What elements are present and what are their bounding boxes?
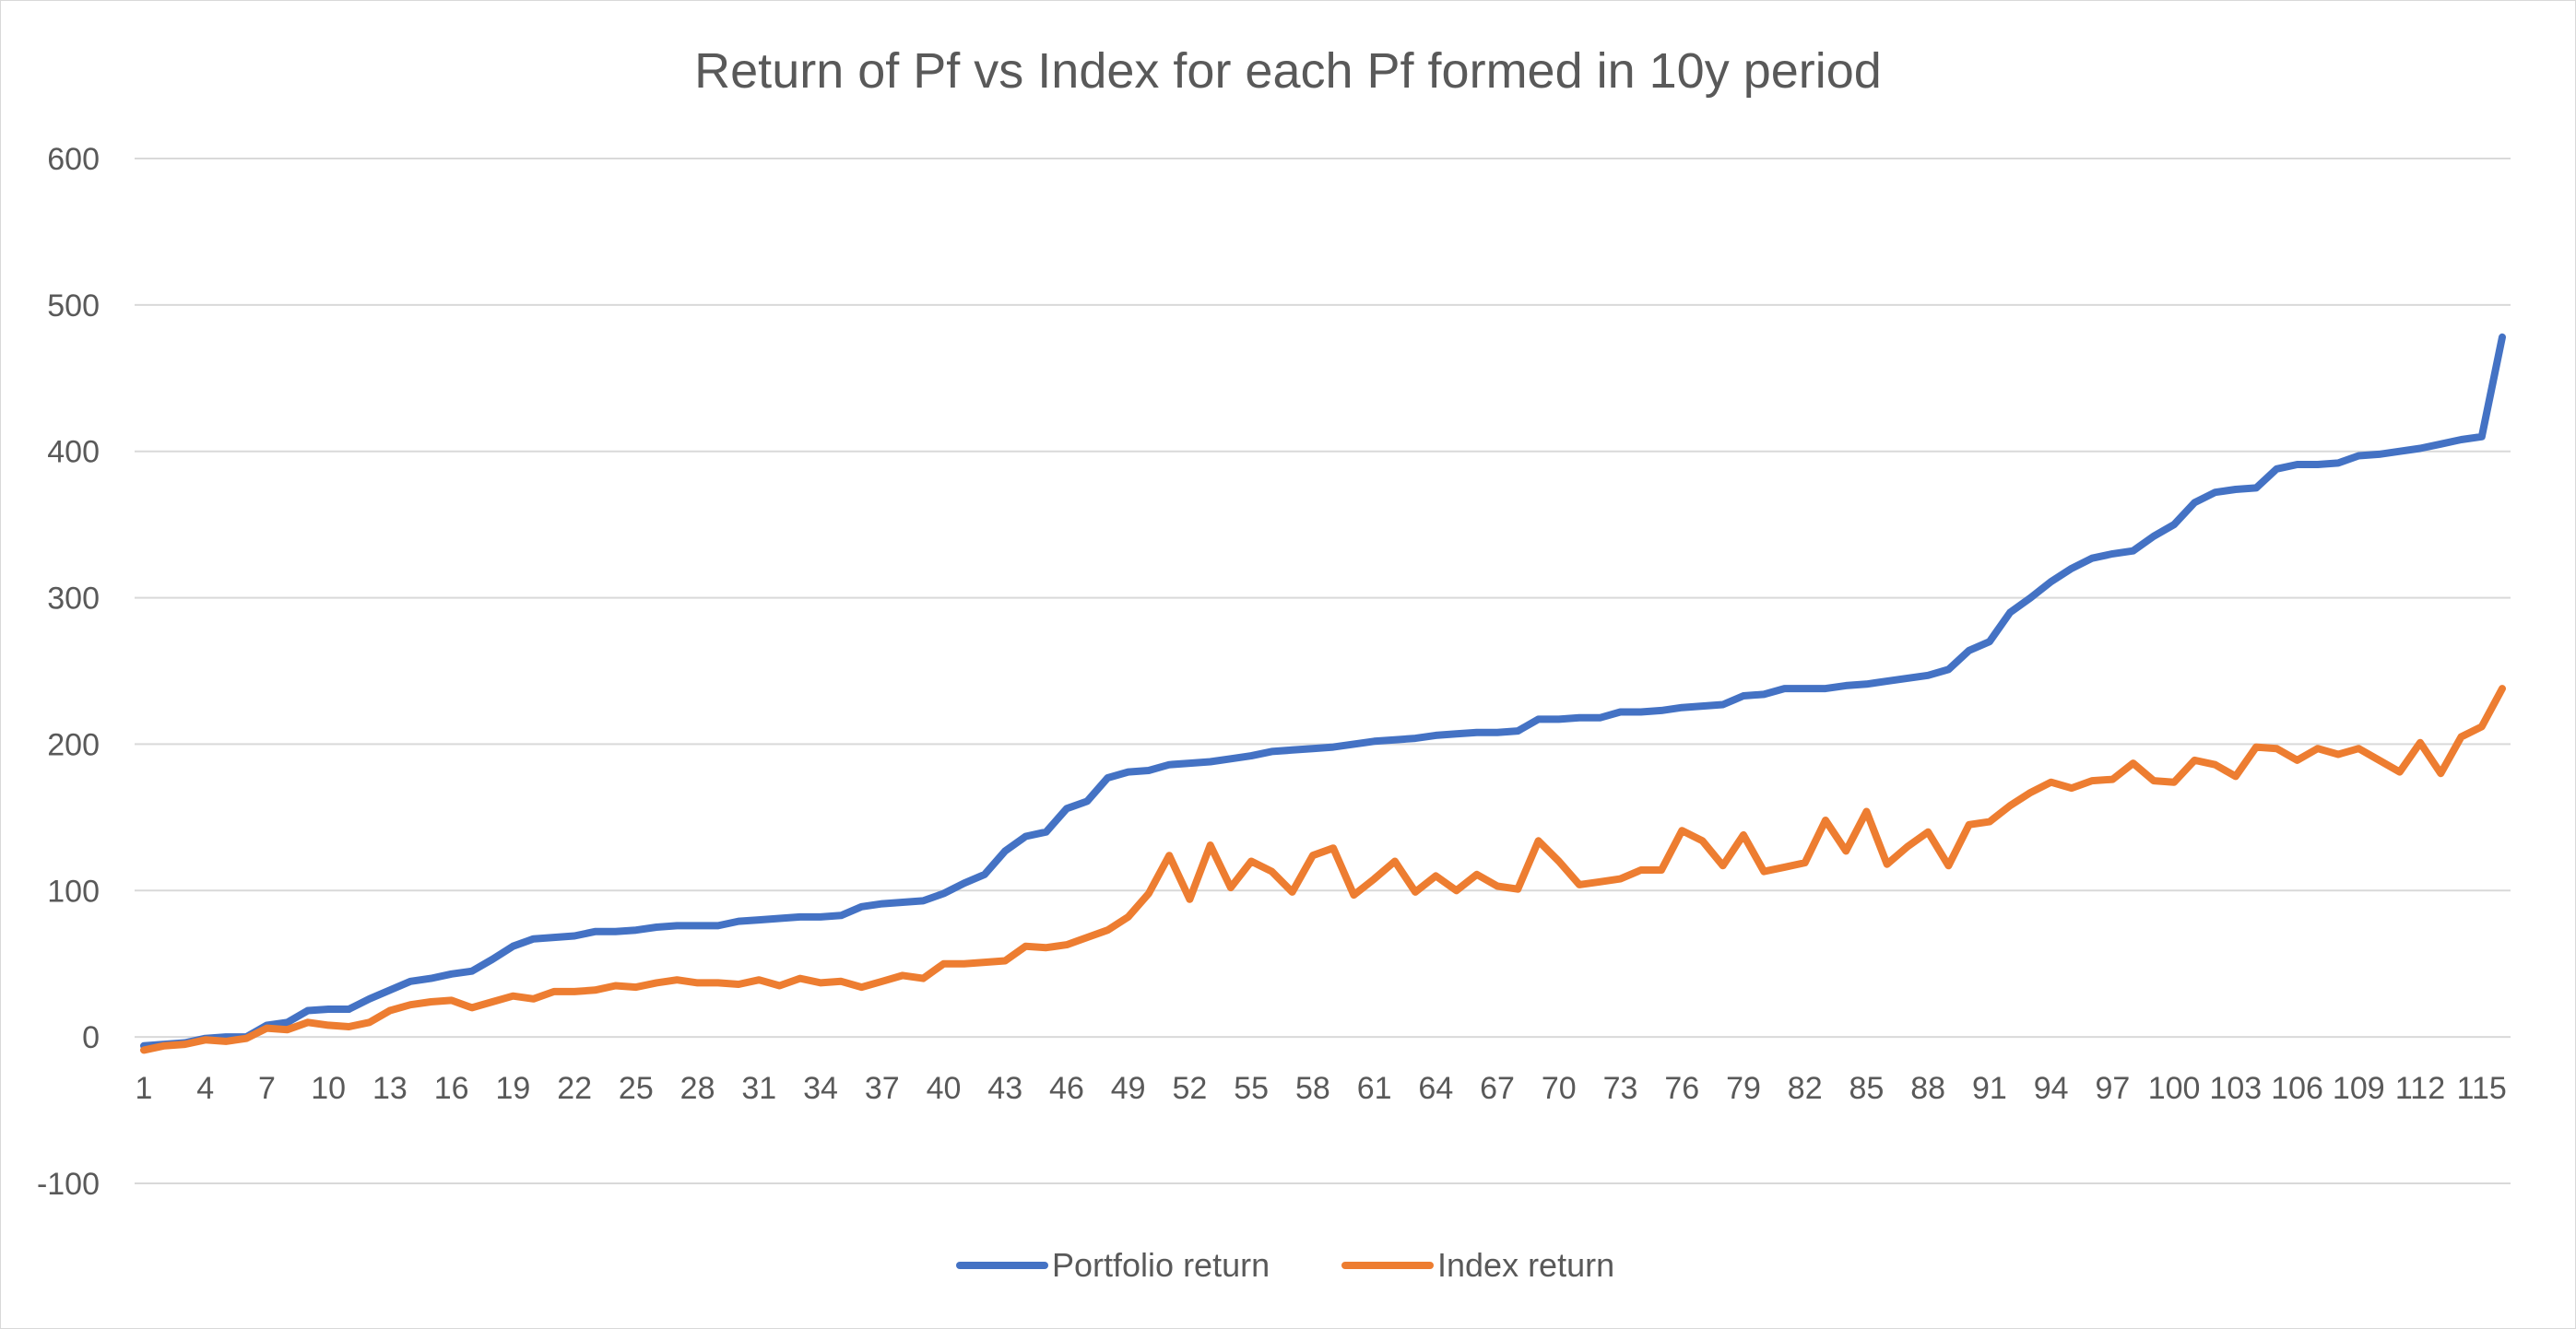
legend-label-index: Index return bbox=[1437, 1246, 1614, 1284]
x-tick-label: 112 bbox=[2395, 1071, 2445, 1106]
x-tick-label: 100 bbox=[2148, 1071, 2201, 1106]
x-tick-label: 70 bbox=[1542, 1071, 1577, 1106]
x-tick-label: 34 bbox=[803, 1071, 838, 1106]
x-tick-label: 55 bbox=[1234, 1071, 1269, 1106]
x-tick-label: 109 bbox=[2333, 1071, 2385, 1106]
x-tick-label: 25 bbox=[619, 1071, 654, 1106]
y-axis-tick-labels: -100 0 100 200 300 400 500 600 bbox=[37, 142, 100, 1202]
x-tick-label: 79 bbox=[1726, 1071, 1761, 1106]
x-tick-label: 13 bbox=[372, 1071, 408, 1106]
x-tick-label: 103 bbox=[2209, 1071, 2262, 1106]
y-tick-label: 300 bbox=[47, 582, 100, 617]
y-tick-label: 200 bbox=[47, 727, 100, 762]
x-tick-label: 85 bbox=[1849, 1071, 1885, 1106]
x-tick-label: 106 bbox=[2271, 1071, 2323, 1106]
series-lines bbox=[140, 333, 2506, 1054]
x-tick-label: 76 bbox=[1664, 1071, 1699, 1106]
x-tick-label: 22 bbox=[557, 1071, 592, 1106]
x-axis-tick-labels: 1 4 7 10 13 16 19 22 25 28 31 34 37 40 43 46 49 52 55 58 61 6… bbox=[136, 1071, 2507, 1106]
y-tick-label: 500 bbox=[47, 288, 100, 323]
x-tick-label: 4 bbox=[196, 1071, 214, 1106]
x-tick-label: 64 bbox=[1418, 1071, 1453, 1106]
x-tick-label: 88 bbox=[1910, 1071, 1945, 1106]
x-tick-label: 67 bbox=[1480, 1071, 1515, 1106]
series-line-portfolio bbox=[140, 333, 2506, 1050]
x-tick-label: 31 bbox=[741, 1071, 776, 1106]
x-tick-label: 94 bbox=[2034, 1071, 2069, 1106]
legend: Portfolio return Index return bbox=[956, 1246, 1614, 1284]
y-tick-label: 0 bbox=[82, 1020, 100, 1055]
x-tick-label: 82 bbox=[1788, 1071, 1823, 1106]
x-tick-label: 10 bbox=[311, 1071, 346, 1106]
x-tick-label: 61 bbox=[1357, 1071, 1392, 1106]
x-tick-label: 52 bbox=[1173, 1071, 1208, 1106]
y-tick-label: 100 bbox=[47, 874, 100, 909]
x-tick-label: 97 bbox=[2095, 1071, 2130, 1106]
x-tick-label: 91 bbox=[1972, 1071, 2007, 1106]
gridlines bbox=[135, 158, 2511, 1184]
y-tick-label: -100 bbox=[37, 1167, 100, 1202]
x-tick-label: 1 bbox=[136, 1071, 153, 1106]
x-tick-label: 58 bbox=[1295, 1071, 1330, 1106]
y-tick-label: 400 bbox=[47, 435, 100, 470]
x-tick-label: 115 bbox=[2457, 1071, 2507, 1106]
x-tick-label: 46 bbox=[1049, 1071, 1084, 1106]
x-tick-label: 40 bbox=[927, 1071, 962, 1106]
chart-title: Return of Pf vs Index for each Pf formed… bbox=[694, 43, 1882, 99]
x-tick-label: 37 bbox=[865, 1071, 900, 1106]
x-tick-label: 43 bbox=[987, 1071, 1022, 1106]
x-tick-label: 16 bbox=[434, 1071, 469, 1106]
x-tick-label: 49 bbox=[1111, 1071, 1146, 1106]
x-tick-label: 73 bbox=[1603, 1071, 1638, 1106]
x-tick-label: 7 bbox=[258, 1071, 276, 1106]
y-tick-label: 600 bbox=[47, 142, 100, 177]
x-tick-label: 28 bbox=[680, 1071, 715, 1106]
x-tick-label: 19 bbox=[495, 1071, 530, 1106]
legend-label-portfolio: Portfolio return bbox=[1052, 1246, 1270, 1284]
series-line-index bbox=[140, 685, 2506, 1054]
